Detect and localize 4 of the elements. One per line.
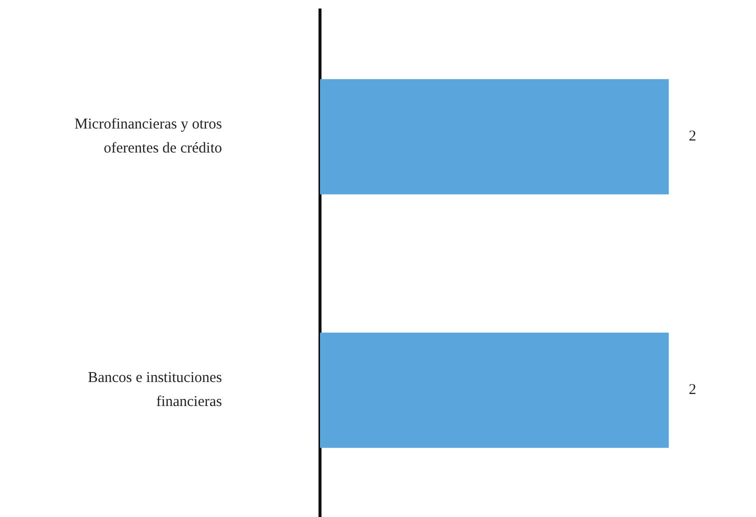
y-tick-label: Microfinancieras y otros oferentes de crédito — [74, 116, 222, 157]
data-label: 2 — [688, 382, 696, 398]
y-tick-label: Bancos e instituciones financieras — [88, 370, 222, 410]
data-label: 2 — [688, 128, 696, 145]
